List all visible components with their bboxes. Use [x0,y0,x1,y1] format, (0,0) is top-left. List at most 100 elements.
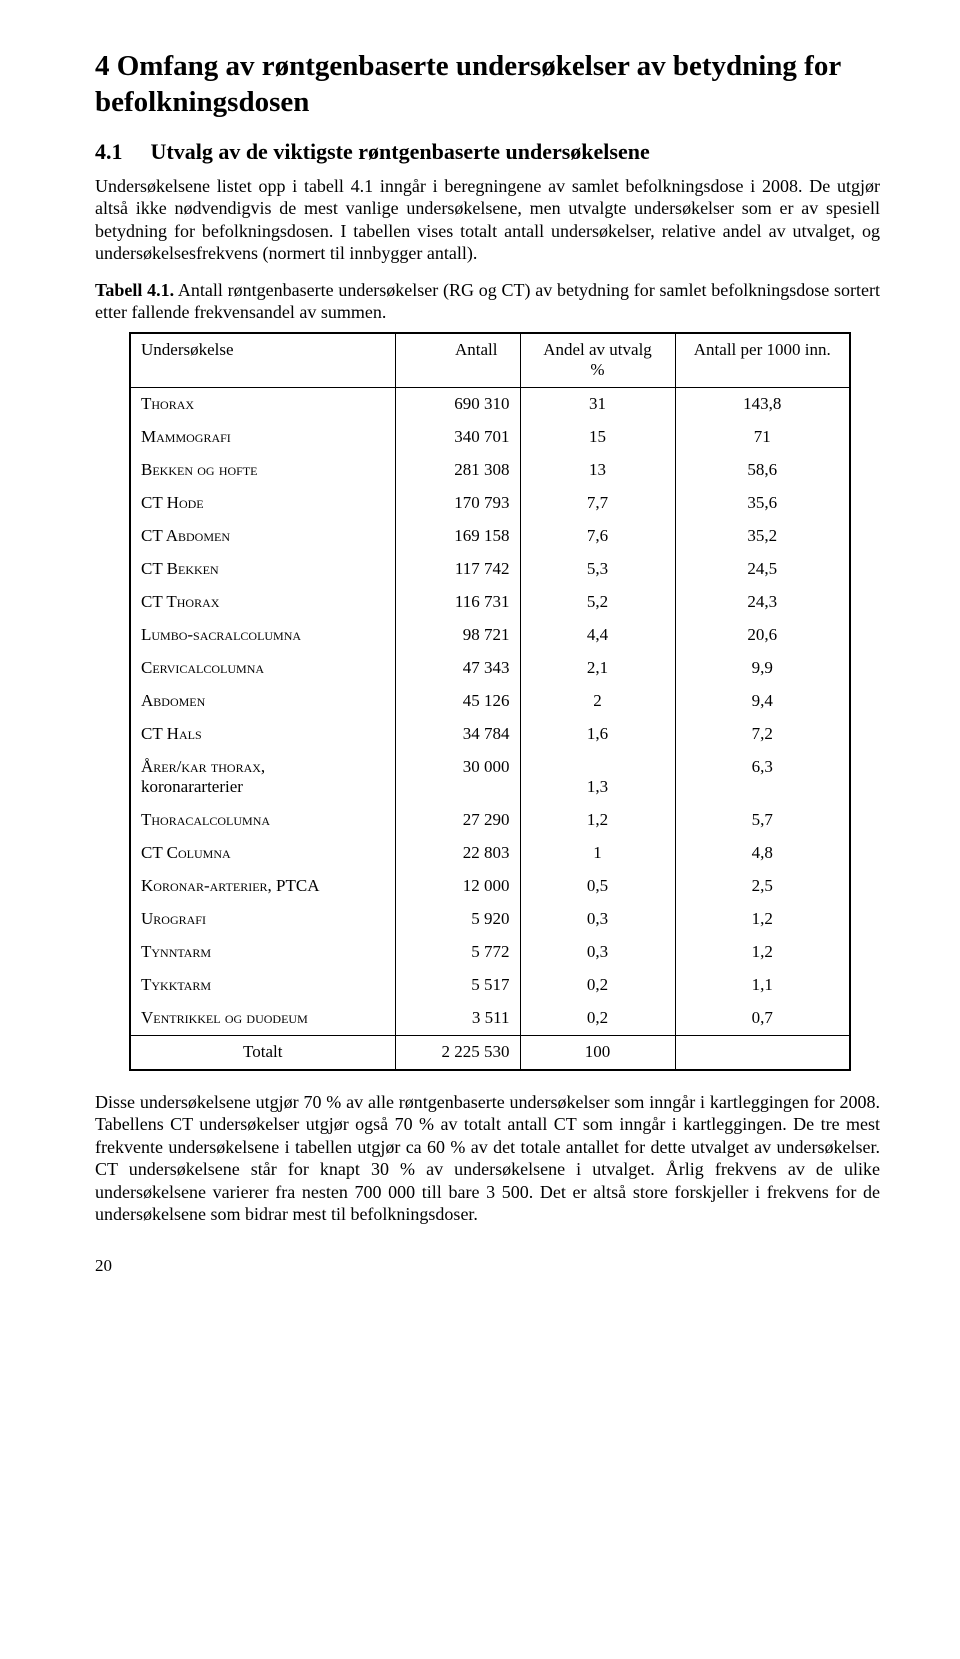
cell-pct: 0,3 [520,936,675,969]
cell-per: 9,4 [675,685,850,718]
cell-per: 24,3 [675,586,850,619]
cell-name: Thorax [130,387,395,421]
cell-name: CT Hals [130,718,395,751]
cell-pct: 4,4 [520,619,675,652]
cell-antall: 12 000 [395,870,520,903]
cell-antall: 34 784 [395,718,520,751]
table-row: Abdomen45 12629,4 [130,685,850,718]
data-table: Undersøkelse Antall Andel av utvalg % An… [129,332,851,1071]
cell-antall: 45 126 [395,685,520,718]
table-row: Mammografi340 7011571 [130,421,850,454]
table-row: Cervicalcolumna47 3432,19,9 [130,652,850,685]
cell-per: 9,9 [675,652,850,685]
cell-pct: 7,7 [520,487,675,520]
cell-per: 1,2 [675,903,850,936]
cell-per: 5,7 [675,804,850,837]
cell-per: 35,6 [675,487,850,520]
table-row: CT Thorax116 7315,224,3 [130,586,850,619]
cell-per: 35,2 [675,520,850,553]
table-row: Tykktarm5 5170,21,1 [130,969,850,1002]
intro-paragraph: Undersøkelsene listet opp i tabell 4.1 i… [95,175,880,265]
table-row: CT Columna22 80314,8 [130,837,850,870]
section-title: Utvalg av de viktigste røntgenbaserte un… [151,139,650,165]
cell-pct: 1,2 [520,804,675,837]
cell-pct: 31 [520,387,675,421]
cell-antall: 340 701 [395,421,520,454]
cell-per: 1,2 [675,936,850,969]
cell-per: 143,8 [675,387,850,421]
cell-name: Tykktarm [130,969,395,1002]
cell-pct: 1 [520,837,675,870]
cell-pct: 2,1 [520,652,675,685]
cell-name: Abdomen [130,685,395,718]
cell-antall: 22 803 [395,837,520,870]
cell-per: 4,8 [675,837,850,870]
cell-name: Bekken og hofte [130,454,395,487]
cell-pct: 2 [520,685,675,718]
cell-name: Koronar-arterier, PTCA [130,870,395,903]
closing-paragraph: Disse undersøkelsene utgjør 70 % av alle… [95,1091,880,1226]
totals-pct: 100 [520,1035,675,1070]
cell-pct: 0,3 [520,903,675,936]
totals-per [675,1035,850,1070]
cell-antall: 117 742 [395,553,520,586]
table-row: Årer/kar thorax,koronararterier30 0001,3… [130,751,850,804]
cell-antall: 47 343 [395,652,520,685]
table-row: CT Bekken117 7425,324,5 [130,553,850,586]
table-row: CT Hode170 7937,735,6 [130,487,850,520]
page-number: 20 [95,1256,880,1276]
cell-name: Thoracalcolumna [130,804,395,837]
totals-label: Totalt [130,1035,395,1070]
cell-name: Urografi [130,903,395,936]
cell-per: 58,6 [675,454,850,487]
table-row: Bekken og hofte281 3081358,6 [130,454,850,487]
table-totals-row: Totalt2 225 530100 [130,1035,850,1070]
cell-per: 24,5 [675,553,850,586]
cell-name: Årer/kar thorax,koronararterier [130,751,395,804]
table-row: Koronar-arterier, PTCA12 0000,52,5 [130,870,850,903]
cell-per: 2,5 [675,870,850,903]
cell-antall: 98 721 [395,619,520,652]
table-row: Tynntarm5 7720,31,2 [130,936,850,969]
cell-antall: 5 920 [395,903,520,936]
page-title: 4 Omfang av røntgenbaserte undersøkelser… [95,48,880,121]
cell-pct: 13 [520,454,675,487]
col-header-antall: Antall [395,333,520,388]
cell-pct: 7,6 [520,520,675,553]
cell-per: 7,2 [675,718,850,751]
table-row: CT Abdomen169 1587,635,2 [130,520,850,553]
cell-name: Tynntarm [130,936,395,969]
cell-per: 0,7 [675,1002,850,1036]
cell-antall: 5 772 [395,936,520,969]
cell-pct: 5,2 [520,586,675,619]
cell-pct: 1,6 [520,718,675,751]
cell-antall: 3 511 [395,1002,520,1036]
table-row: Thorax690 31031143,8 [130,387,850,421]
cell-per: 1,1 [675,969,850,1002]
cell-name: Lumbo-sacralcolumna [130,619,395,652]
col-header-pct: Andel av utvalg % [520,333,675,388]
cell-antall: 281 308 [395,454,520,487]
totals-antall: 2 225 530 [395,1035,520,1070]
cell-name: CT Columna [130,837,395,870]
cell-antall: 30 000 [395,751,520,804]
cell-antall: 170 793 [395,487,520,520]
table-row: Ventrikkel og duodeum3 5110,20,7 [130,1002,850,1036]
cell-antall: 169 158 [395,520,520,553]
cell-per: 71 [675,421,850,454]
cell-name: CT Abdomen [130,520,395,553]
cell-pct: 0,2 [520,969,675,1002]
cell-name: CT Thorax [130,586,395,619]
table-header-row: Undersøkelse Antall Andel av utvalg % An… [130,333,850,388]
cell-antall: 27 290 [395,804,520,837]
table-caption-text: Antall røntgenbaserte undersøkelser (RG … [95,280,880,323]
cell-pct: 5,3 [520,553,675,586]
cell-name: CT Bekken [130,553,395,586]
cell-name: Ventrikkel og duodeum [130,1002,395,1036]
cell-per: 20,6 [675,619,850,652]
table-row: Urografi5 9200,31,2 [130,903,850,936]
section-number: 4.1 [95,139,123,165]
col-header-name: Undersøkelse [130,333,395,388]
cell-name: Mammografi [130,421,395,454]
cell-antall: 116 731 [395,586,520,619]
